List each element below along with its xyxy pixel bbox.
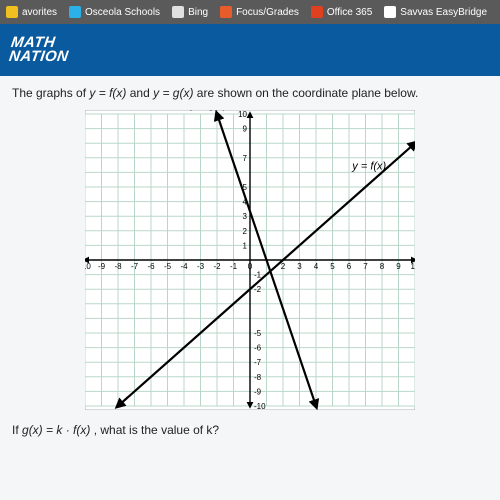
problem-panel: The graphs of y = f(x) and y = g(x) are … (0, 76, 500, 500)
bookmark-bing[interactable]: Bing (172, 6, 208, 18)
svg-text:-2: -2 (254, 285, 262, 294)
question-text: If g(x) = k · f(x) , what is the value o… (12, 423, 488, 437)
logo-line2: NATION (8, 50, 69, 64)
svg-text:2: 2 (243, 227, 248, 236)
svg-text:10: 10 (238, 110, 247, 119)
svg-text:-9: -9 (98, 262, 106, 271)
cloud-icon (69, 6, 81, 18)
svg-text:-6: -6 (147, 262, 155, 271)
svg-text:5: 5 (330, 262, 335, 271)
svg-text:9: 9 (396, 262, 401, 271)
svg-text:8: 8 (380, 262, 385, 271)
svg-text:6: 6 (347, 262, 352, 271)
svg-text:-8: -8 (254, 373, 262, 382)
bookmark-label: Osceola Schools (85, 7, 160, 18)
svg-text:4: 4 (314, 262, 319, 271)
bookmark-label: Focus/Grades (236, 7, 299, 18)
bookmarks-bar: avorites Osceola Schools Bing Focus/Grad… (0, 0, 500, 24)
page-icon (172, 6, 184, 18)
svg-text:y = g(x): y = g(x) (190, 110, 228, 111)
svg-text:3: 3 (243, 212, 248, 221)
svg-text:2: 2 (281, 262, 286, 271)
svg-text:-6: -6 (254, 344, 262, 353)
svg-text:-2: -2 (213, 262, 221, 271)
bookmark-favorites[interactable]: avorites (6, 6, 57, 18)
bookmark-label: Savvas EasyBridge (400, 7, 487, 18)
svg-text:-9: -9 (254, 387, 262, 396)
fx-expr: y = f(x) (89, 86, 126, 100)
target-icon (220, 6, 232, 18)
svg-text:-8: -8 (114, 262, 122, 271)
svg-text:-7: -7 (254, 358, 262, 367)
question-expr: g(x) = k · f(x) (22, 423, 90, 437)
svg-text:10: 10 (411, 262, 415, 271)
svg-text:7: 7 (243, 154, 248, 163)
office-icon (311, 6, 323, 18)
svg-text:-10: -10 (254, 402, 266, 410)
svg-text:0: 0 (248, 262, 253, 271)
text: If (12, 423, 22, 437)
gx-expr: y = g(x) (153, 86, 193, 100)
a-icon (384, 6, 396, 18)
svg-text:-1: -1 (230, 262, 238, 271)
bookmark-label: avorites (22, 7, 57, 18)
problem-text: The graphs of y = f(x) and y = g(x) are … (12, 86, 488, 100)
coordinate-plane-chart: -10-9-8-7-6-5-4-3-2-10234567891010975432… (85, 110, 415, 415)
svg-text:-10: -10 (85, 262, 91, 271)
svg-text:-1: -1 (254, 271, 262, 280)
svg-text:1: 1 (243, 241, 248, 250)
svg-text:y = f(x): y = f(x) (351, 160, 386, 172)
svg-text:3: 3 (297, 262, 302, 271)
bookmark-label: Office 365 (327, 7, 372, 18)
chart-svg: -10-9-8-7-6-5-4-3-2-10234567891010975432… (85, 110, 415, 410)
bookmark-focus[interactable]: Focus/Grades (220, 6, 299, 18)
app-header: MATH NATION (0, 24, 500, 76)
svg-text:-4: -4 (180, 262, 188, 271)
bookmark-savvas[interactable]: Savvas EasyBridge (384, 6, 487, 18)
svg-text:-7: -7 (131, 262, 139, 271)
text: , what is the value of k? (94, 423, 219, 437)
star-icon (6, 6, 18, 18)
svg-text:9: 9 (243, 125, 248, 134)
svg-text:-5: -5 (164, 262, 172, 271)
math-nation-logo[interactable]: MATH NATION (8, 36, 71, 65)
text: and (130, 86, 153, 100)
bookmark-osceola[interactable]: Osceola Schools (69, 6, 160, 18)
text: are shown on the coordinate plane below. (197, 86, 419, 100)
svg-text:-5: -5 (254, 329, 262, 338)
svg-text:7: 7 (363, 262, 368, 271)
svg-text:-3: -3 (197, 262, 205, 271)
bookmark-label: Bing (188, 7, 208, 18)
text: The graphs of (12, 86, 89, 100)
bookmark-office365[interactable]: Office 365 (311, 6, 372, 18)
